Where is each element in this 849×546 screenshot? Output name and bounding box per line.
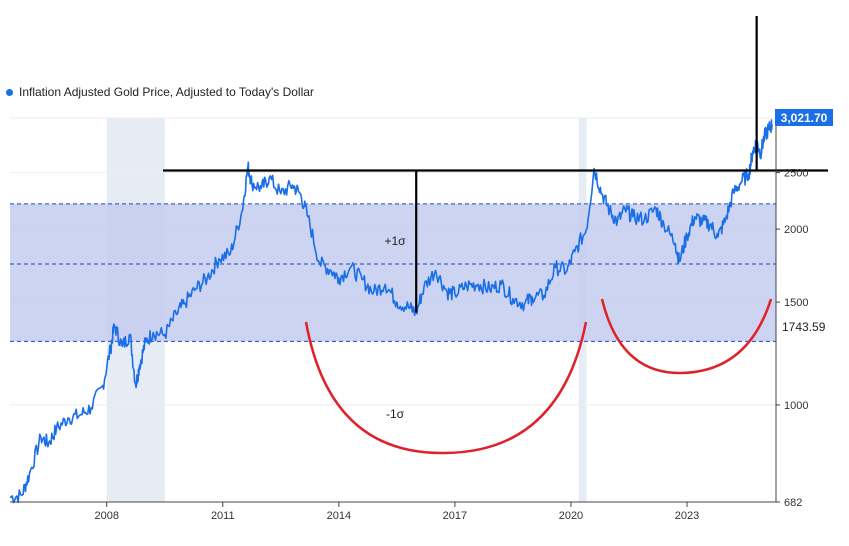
legend-label: Inflation Adjusted Gold Price, Adjusted … — [19, 85, 314, 99]
x-tick-label: 2020 — [559, 510, 583, 522]
x-tick-label: 2023 — [675, 510, 699, 522]
last-value-label: 3,021.70 — [781, 111, 828, 125]
y-tick-label: 1500 — [784, 297, 808, 309]
y-tick-label: 2500 — [784, 168, 808, 180]
y-tick-label: 2000 — [784, 224, 808, 236]
last-value-badge — [775, 109, 833, 126]
x-tick-label: 2011 — [211, 510, 235, 522]
legend: Inflation Adjusted Gold Price, Adjusted … — [6, 85, 314, 99]
x-tick-label: 2008 — [94, 510, 118, 522]
x-tick-label: 2017 — [443, 510, 467, 522]
price-line — [10, 119, 773, 504]
cup-arc — [304, 321, 588, 455]
legend-marker — [6, 88, 13, 96]
plus-sigma-label: +1σ — [384, 234, 406, 248]
minus-sigma-label: -1σ — [386, 407, 405, 421]
mean-label: 1743.59 — [782, 320, 826, 334]
y-tick-label: 1000 — [784, 400, 808, 412]
x-tick-label: 2014 — [327, 510, 351, 522]
y-tick-label: 682 — [784, 497, 802, 509]
sigma-band — [10, 203, 776, 342]
handle-arc — [600, 298, 773, 375]
